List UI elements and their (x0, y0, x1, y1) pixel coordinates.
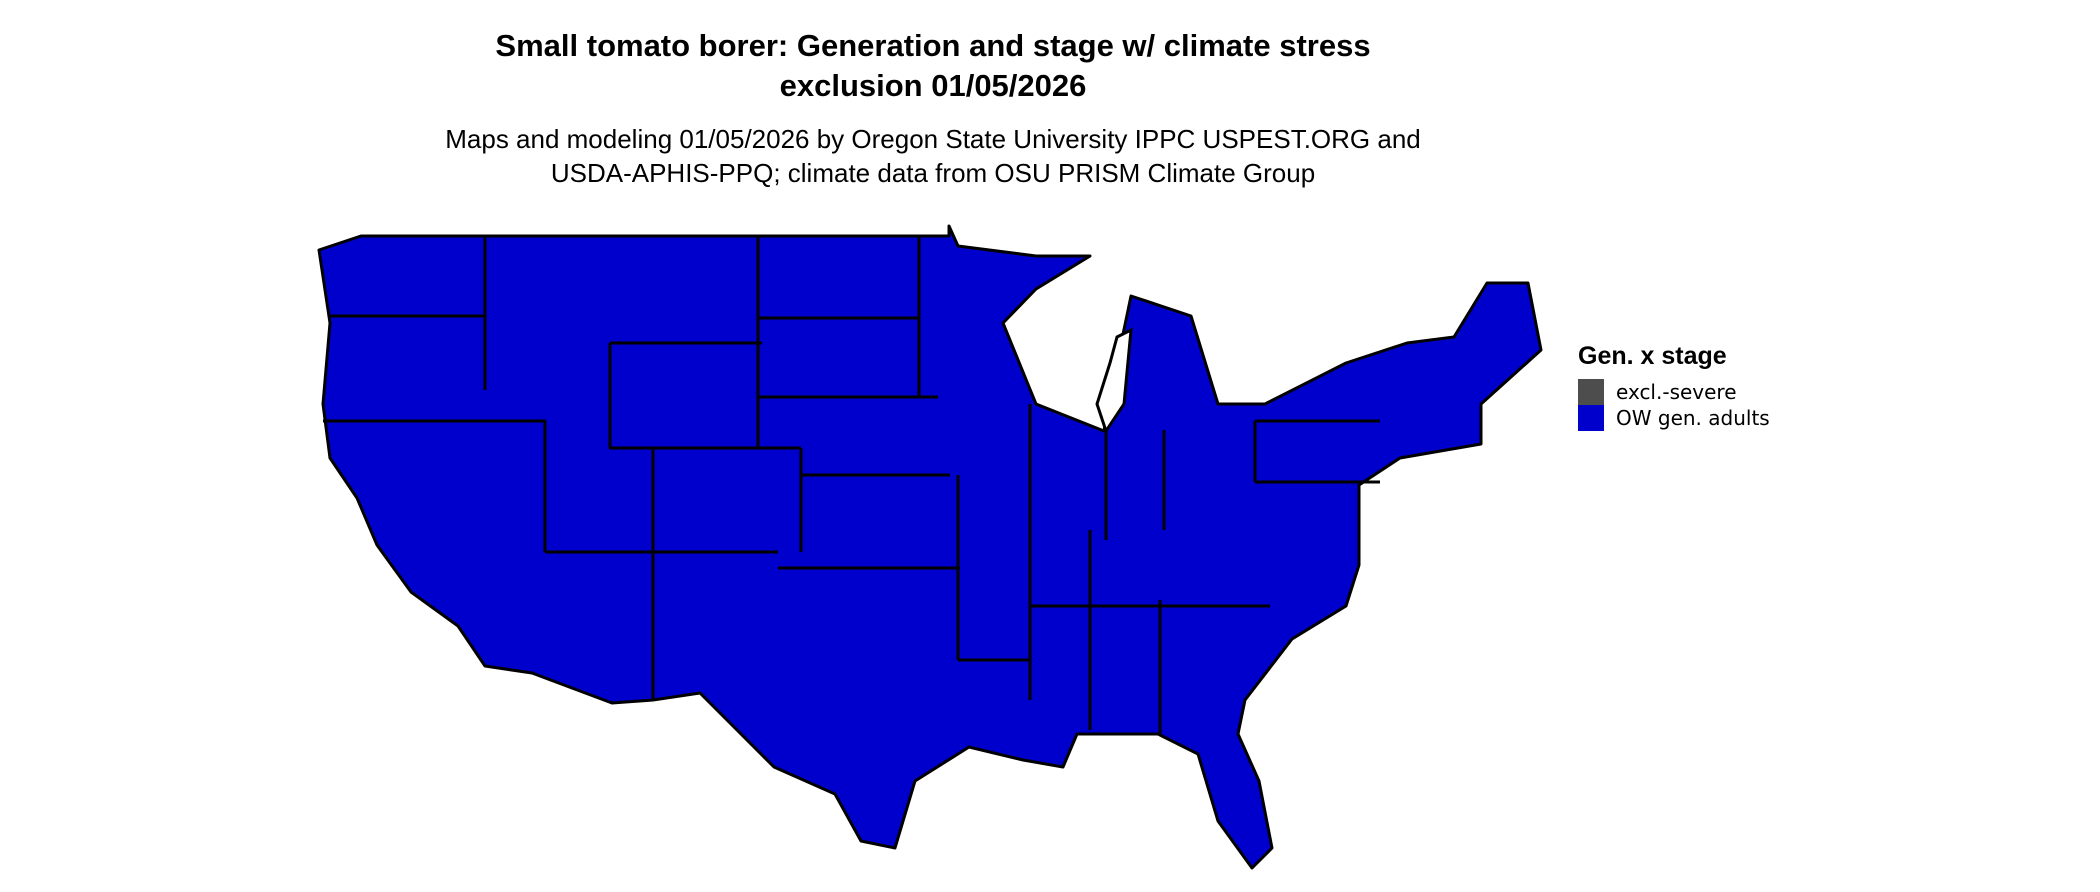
legend-item-ow-gen-adults: OW gen. adults (1578, 405, 1770, 431)
map-title-line1: Small tomato borer: Generation and stage… (495, 28, 1371, 63)
legend-label: excl.-severe (1616, 380, 1737, 404)
legend-swatch-blue (1578, 405, 1604, 431)
legend-swatch-gray (1578, 379, 1604, 405)
us-outline (317, 224, 1543, 870)
map-subtitle-line2: USDA-APHIS-PPQ; climate data from OSU PR… (550, 158, 1316, 188)
legend-title: Gen. x stage (1578, 342, 1727, 370)
legend: Gen. x stage excl.-severe OW gen. adults (1578, 342, 1770, 431)
legend-item-excl-severe: excl.-severe (1578, 379, 1770, 405)
map-title-line2: exclusion 01/05/2026 (779, 68, 1087, 103)
state-borders (323, 236, 1380, 734)
lake-michigan (1095, 327, 1133, 435)
map-subtitle-line1: Maps and modeling 01/05/2026 by Oregon S… (445, 124, 1421, 154)
legend-label: OW gen. adults (1616, 406, 1770, 430)
